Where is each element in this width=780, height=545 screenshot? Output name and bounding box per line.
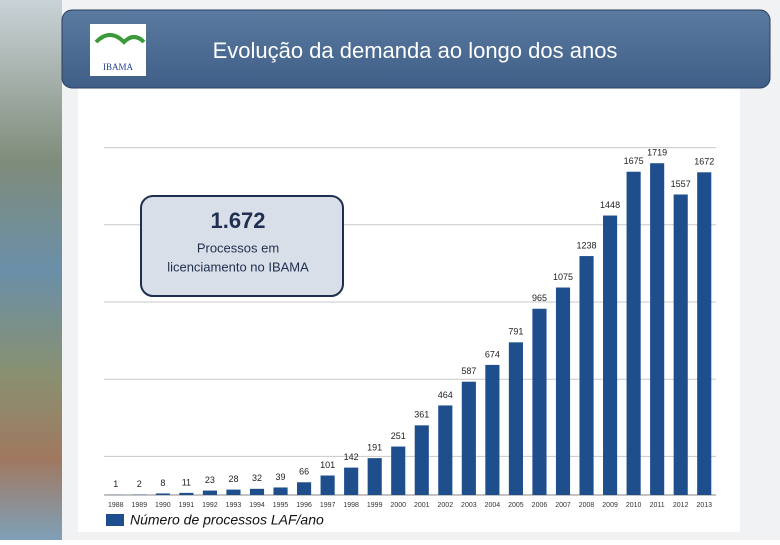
data-label: 1672 xyxy=(694,157,714,167)
data-label: 142 xyxy=(344,452,359,462)
x-tick-label: 2009 xyxy=(602,502,618,509)
bar xyxy=(438,405,452,495)
data-label: 251 xyxy=(391,431,406,441)
x-tick-label: 2005 xyxy=(508,502,524,509)
legend-swatch xyxy=(106,514,124,526)
chart-title: Evolução da demanda ao longo dos anos xyxy=(213,38,618,63)
data-label: 66 xyxy=(299,467,309,477)
bar xyxy=(603,216,617,495)
data-label: 1448 xyxy=(600,200,620,210)
bar xyxy=(203,491,217,495)
data-label: 39 xyxy=(276,472,286,482)
bar xyxy=(179,493,193,495)
bar xyxy=(556,288,570,495)
x-tick-label: 1990 xyxy=(155,502,171,509)
data-label: 791 xyxy=(508,327,523,337)
bar xyxy=(321,476,335,495)
x-tick-label: 1996 xyxy=(296,502,312,509)
x-tick-label: 1995 xyxy=(273,502,289,509)
bar xyxy=(627,172,641,495)
x-tick-label: 2007 xyxy=(555,502,571,509)
bar xyxy=(697,172,711,495)
bar xyxy=(462,382,476,495)
bar xyxy=(250,489,264,495)
content-area xyxy=(78,66,740,532)
callout-highlight: 1.672 xyxy=(210,208,265,233)
photo-strip xyxy=(0,0,62,540)
data-label: 11 xyxy=(182,477,191,487)
data-label: 23 xyxy=(205,475,215,485)
bar xyxy=(579,256,593,495)
data-label: 1675 xyxy=(624,156,644,166)
bar xyxy=(297,482,311,495)
bar xyxy=(674,194,688,495)
legend-label: Número de processos LAF/ano xyxy=(130,512,324,528)
x-tick-label: 2002 xyxy=(438,502,454,509)
x-tick-label: 2013 xyxy=(696,502,712,509)
data-label: 2 xyxy=(137,479,142,489)
x-tick-label: 2001 xyxy=(414,502,430,509)
x-tick-label: 1992 xyxy=(202,502,218,509)
x-tick-label: 1988 xyxy=(108,502,124,509)
bar xyxy=(226,490,240,495)
bar xyxy=(532,309,546,495)
callout-text: licenciamento no IBAMA xyxy=(167,259,309,274)
x-tick-label: 1994 xyxy=(249,502,265,509)
x-tick-label: 2004 xyxy=(485,502,501,509)
x-tick-label: 2008 xyxy=(579,502,595,509)
data-label: 1719 xyxy=(647,148,667,158)
x-tick-label: 1991 xyxy=(179,502,195,509)
x-tick-label: 2006 xyxy=(532,502,548,509)
bar xyxy=(368,458,382,495)
x-tick-label: 2000 xyxy=(390,502,406,509)
data-label: 1075 xyxy=(553,272,573,282)
bar xyxy=(156,493,170,495)
x-tick-label: 2011 xyxy=(650,502,665,509)
bar xyxy=(273,487,287,495)
x-tick-label: 2003 xyxy=(461,502,477,509)
data-label: 1 xyxy=(113,479,118,489)
data-label: 191 xyxy=(367,443,382,453)
data-label: 965 xyxy=(532,293,547,303)
callout-text: Processos em xyxy=(197,240,279,255)
bar xyxy=(344,468,358,495)
bar xyxy=(391,447,405,495)
bar xyxy=(415,425,429,495)
data-label: 28 xyxy=(228,474,238,484)
data-label: 464 xyxy=(438,390,453,400)
x-tick-label: 2012 xyxy=(673,502,689,509)
x-tick-label: 1998 xyxy=(343,502,359,509)
data-label: 361 xyxy=(414,410,429,420)
x-tick-label: 2010 xyxy=(626,502,642,509)
bar xyxy=(650,163,664,495)
x-tick-label: 1989 xyxy=(132,502,148,509)
data-label: 1557 xyxy=(671,179,691,189)
data-label: 674 xyxy=(485,349,500,359)
x-tick-label: 1997 xyxy=(320,502,336,509)
data-label: 32 xyxy=(252,473,262,483)
bar xyxy=(485,365,499,495)
data-label: 8 xyxy=(160,478,165,488)
logo-text: IBAMA xyxy=(103,62,134,72)
x-tick-label: 1999 xyxy=(367,502,383,509)
bar xyxy=(509,342,523,495)
data-label: 1238 xyxy=(577,240,597,250)
data-label: 587 xyxy=(461,366,476,376)
x-tick-label: 1993 xyxy=(226,502,242,509)
data-label: 101 xyxy=(320,460,335,470)
